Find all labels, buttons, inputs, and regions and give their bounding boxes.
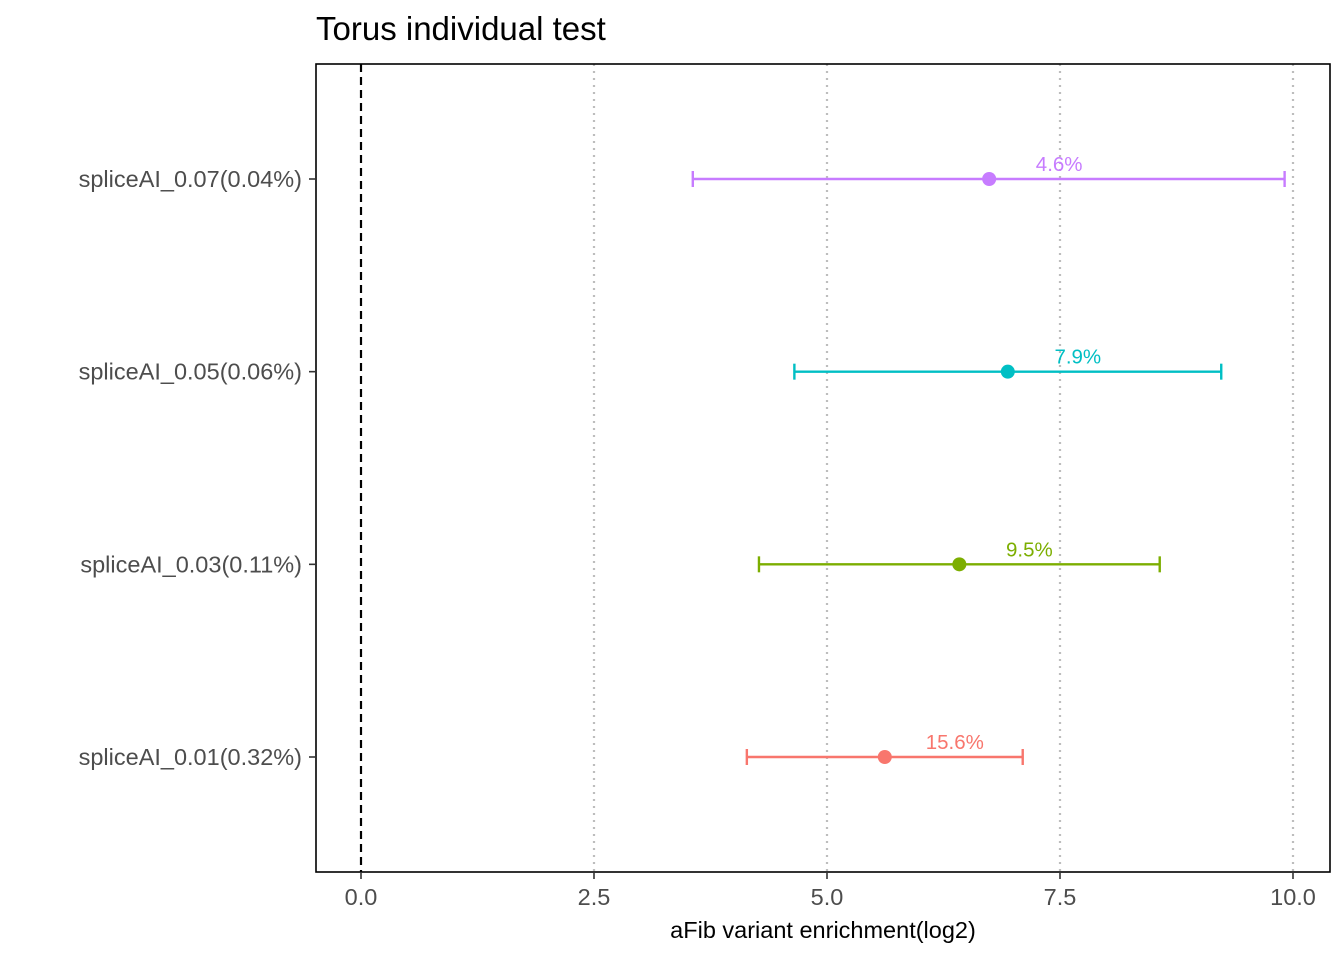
- x-tick-label-1: 2.5: [578, 884, 611, 910]
- chart-title: Torus individual test: [316, 10, 606, 47]
- x-axis-title: aFib variant enrichment(log2): [670, 917, 976, 943]
- x-tick-label-4: 10.0: [1270, 884, 1316, 910]
- x-tick-label-0: 0.0: [345, 884, 378, 910]
- data-label-1: 9.5%: [1006, 538, 1053, 561]
- marks-layer: 15.6% 9.5% 7.9% 4.6%: [691, 153, 1286, 765]
- plot-panel-border: [315, 63, 1331, 873]
- y-axis: spliceAI_0.01(0.32%) spliceAI_0.03(0.11%)…: [79, 166, 316, 770]
- point-estimate-2: [1000, 364, 1015, 379]
- data-label-0: 15.6%: [926, 731, 984, 754]
- point-estimate-0: [877, 750, 892, 764]
- grid-layer: [592, 64, 1295, 872]
- y-tick-label-1: spliceAI_0.03(0.11%): [80, 551, 302, 577]
- point-estimate-3: [982, 172, 997, 186]
- point-estimate-1: [952, 557, 967, 572]
- x-tick-label-3: 7.5: [1044, 884, 1077, 910]
- y-tick-label-0: spliceAI_0.01(0.32%): [79, 744, 302, 770]
- x-tick-label-2: 5.0: [811, 884, 844, 910]
- x-axis: 0.0 2.5 5.0 7.5 10.0: [345, 872, 1316, 910]
- data-label-2: 7.9%: [1054, 346, 1101, 369]
- data-label-3: 4.6%: [1036, 153, 1083, 176]
- y-tick-label-2: spliceAI_0.05(0.06%): [79, 359, 302, 385]
- y-tick-label-3: spliceAI_0.07(0.04%): [79, 166, 302, 192]
